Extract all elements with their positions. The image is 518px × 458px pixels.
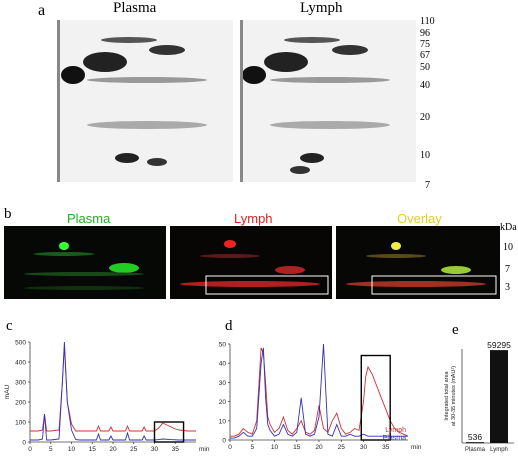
y-tick-label: 20 [219,399,227,406]
x-axis-unit-label: min [411,444,422,451]
mw-label-67: 67 [420,50,430,61]
panel-b-letter: b [4,206,12,222]
gel-plasma-spots [57,20,233,182]
panel-d-letter: d [225,318,233,334]
mw-label-110: 110 [420,16,435,27]
fluor-overlay [336,226,500,299]
y-tick-label: 300 [15,380,26,387]
y-axis-label-line2: at 30-35 minutes (mAU²) [451,366,457,426]
y-tick-label: 500 [15,340,26,347]
highlight-box-30-35-min [153,421,185,443]
panel-a-caption-plasma: Plasma [113,0,157,16]
y-tick-label: 0 [222,438,226,445]
chart-c-chromatogram: 0 100 200 300 400 500 0 5 10 15 20 25 30 35 min mAU [4,340,210,454]
mw-label-50: 50 [420,62,430,73]
mw-label-40: 40 [420,80,430,91]
x-axis-unit-label: min [199,446,210,453]
panel-b-caption-plasma: Plasma [67,211,111,226]
fluor-lymph [170,226,332,299]
x-tick-label: 20 [315,444,323,451]
kda-unit-label: kDa [500,222,517,233]
y-tick-label: 400 [15,360,26,367]
y-tick-label: 30 [219,380,227,387]
chart-e-bar-chart: 536 Plasma 59295 Lymph Integrated total area… [444,340,514,453]
gel-plasma [57,20,233,182]
panel-a-letter: a [38,2,46,19]
mw-label-96: 96 [420,28,430,39]
mw-label-75: 75 [420,39,430,50]
x-tick-label: 5 [250,444,254,451]
x-tick-label: 10 [271,444,279,451]
y-tick-label: 50 [219,342,227,349]
series-line-0 [230,347,409,437]
panel-b-mw-10: 10 [503,242,513,253]
x-tick-label: 0 [28,446,32,453]
x-tick-label: 25 [338,444,346,451]
panel-c-letter: c [6,318,13,334]
series-line-1 [230,343,408,439]
legend-plasma: Plasma [383,435,406,442]
y-axis-label: mAU [4,384,11,399]
panel-b-mw-3: 3 [505,282,510,293]
panel-a-caption-lymph: Lymph [300,0,343,16]
mw-label-10: 10 [420,150,430,161]
y-tick-label: 100 [15,420,26,427]
y-tick-label: 10 [219,418,227,425]
category-label: Plasma [465,447,486,453]
x-tick-label: 10 [68,446,76,453]
series-line-1 [30,341,196,441]
legend-lymph: Lymph [385,427,406,434]
y-tick-label: 200 [15,400,26,407]
x-tick-label: 30 [151,446,159,453]
bar-lymph [490,350,508,443]
x-tick-label: 5 [49,446,53,453]
x-tick-label: 15 [89,446,97,453]
x-tick-label: 30 [360,444,368,451]
mw-label-7: 7 [425,180,430,191]
gel-lymph-spots [240,20,416,182]
bar-value-label: 536 [468,432,482,442]
x-tick-label: 25 [130,446,138,453]
y-tick-label: 0 [22,440,26,447]
panel-b-mw-7: 7 [505,264,510,275]
bar-plasma [466,442,484,444]
fluor-plasma [4,226,166,299]
x-tick-label: 35 [382,444,390,451]
y-tick-label: 40 [219,361,227,368]
mw-label-20: 20 [420,112,430,123]
panel-e-letter: e [452,322,459,338]
x-tick-label: 15 [293,444,301,451]
x-tick-label: 0 [228,444,232,451]
x-tick-label: 20 [109,446,117,453]
series-line-0 [30,345,196,432]
y-axis-label-line1: Integrated total area [444,370,450,420]
gel-lymph [240,20,416,182]
panel-b-caption-lymph: Lymph [234,211,273,226]
panel-b-caption-overlay: Overlay [397,211,442,226]
highlight-box-30-35-min [360,354,391,441]
x-tick-label: 35 [172,446,180,453]
bar-value-label: 59295 [487,340,511,350]
category-label: Lymph [490,447,508,453]
